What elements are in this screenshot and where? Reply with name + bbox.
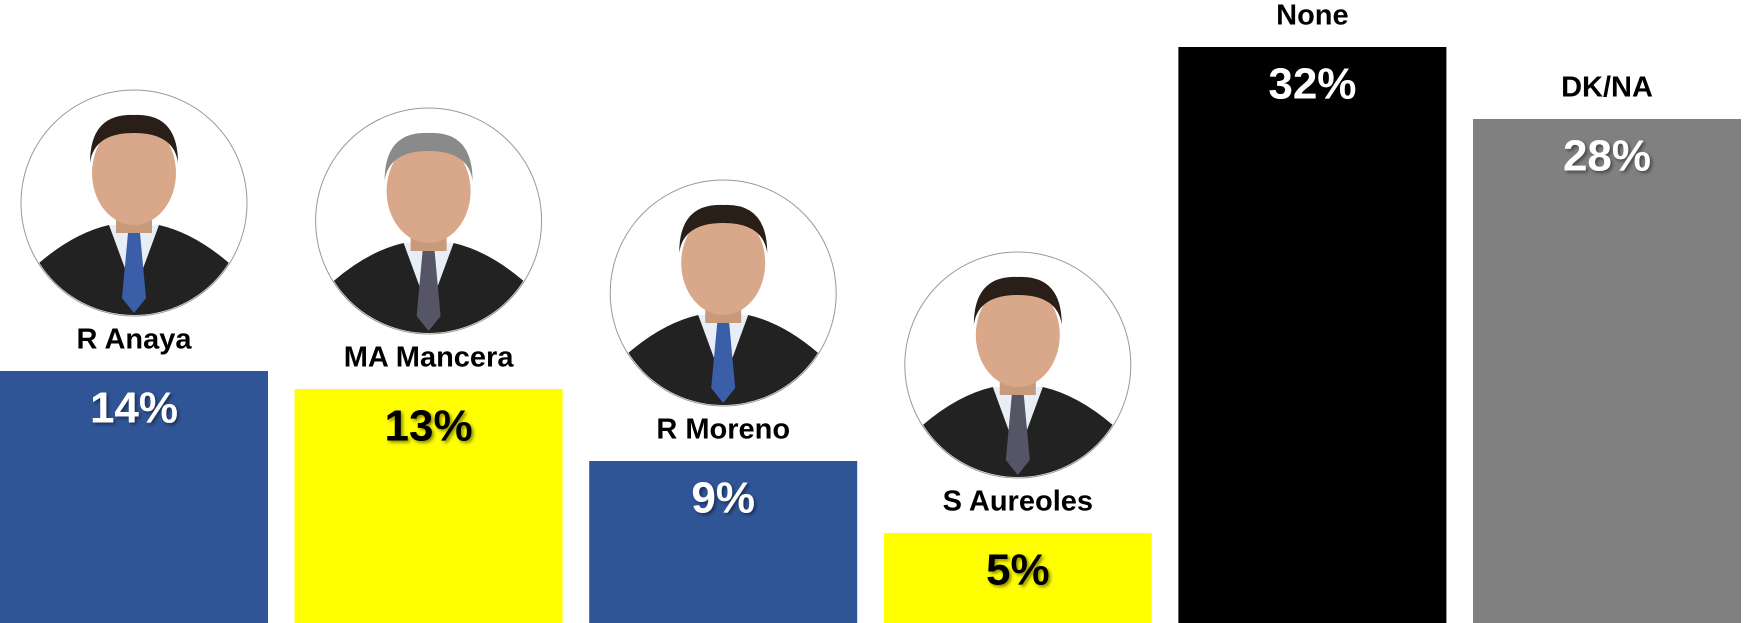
tie <box>416 251 441 331</box>
suit <box>318 243 539 333</box>
value-label: 14% <box>90 384 178 433</box>
photo-content <box>613 204 834 405</box>
category-label: None <box>1276 0 1349 32</box>
candidate-photo <box>609 179 837 407</box>
bar <box>1473 119 1741 623</box>
bar <box>883 533 1152 623</box>
category-label: S Aureoles <box>943 486 1093 518</box>
bar <box>0 371 268 623</box>
photo-content <box>907 276 1128 477</box>
hair <box>90 114 178 163</box>
value-label: 5% <box>986 546 1050 595</box>
category-label: DK/NA <box>1561 72 1653 104</box>
face <box>681 211 766 315</box>
suit <box>907 387 1128 477</box>
hair <box>679 204 768 253</box>
suit <box>613 315 834 405</box>
bar <box>589 461 858 623</box>
tie <box>1005 395 1030 475</box>
photo-content <box>24 114 244 315</box>
face <box>92 121 176 225</box>
value-label: 13% <box>385 402 473 451</box>
suit <box>24 225 244 315</box>
category-label: R Anaya <box>77 324 193 356</box>
value-label: 9% <box>691 474 755 523</box>
candidate-photo <box>315 107 543 335</box>
tie <box>122 233 146 313</box>
bar <box>294 389 563 623</box>
value-label: 28% <box>1563 132 1651 181</box>
candidate-photo <box>904 251 1132 479</box>
hair <box>973 276 1062 325</box>
category-label: R Moreno <box>656 414 790 446</box>
tie <box>711 323 736 403</box>
photo-content <box>318 132 539 333</box>
hair <box>384 132 473 181</box>
category-label: MA Mancera <box>344 342 515 374</box>
bar <box>1178 47 1447 623</box>
face <box>386 139 471 243</box>
face <box>975 283 1060 387</box>
value-label: 32% <box>1268 60 1356 109</box>
candidate-photo <box>20 89 248 317</box>
